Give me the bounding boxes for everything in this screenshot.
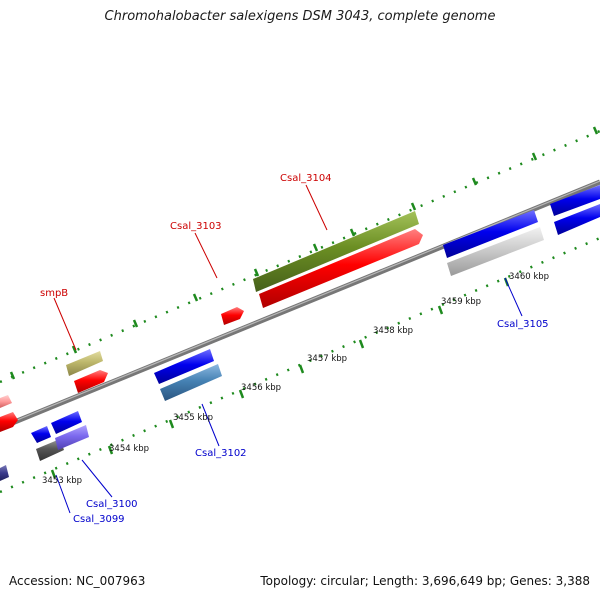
gene-forward-4[interactable] [0,412,18,432]
tick-label-3457: 3457 kbp [307,354,347,364]
gene-label-Csal_3105: Csal_3105 [497,319,549,330]
tick-label-3456: 3456 kbp [241,383,281,393]
gene-forward-2[interactable] [259,229,423,308]
leader-lines [53,184,523,514]
accession-text: Accession: NC_007963 [9,574,146,588]
gene-label-Csal_3099: Csal_3099 [73,514,125,525]
gene-reverse-4[interactable] [443,210,538,258]
map-title: Chromohalobacter salexigens DSM 3043, co… [104,9,496,24]
gene-label-smpB: smpB [40,288,68,299]
reverse-genes [0,185,600,481]
gene-Csal_3100[interactable] [31,426,51,443]
gene-smpB[interactable] [66,351,103,376]
outer-dotted-track [0,129,600,384]
genome-backbone [0,179,600,431]
gene-forward-1[interactable] [74,370,108,393]
gene-Csal_3102[interactable] [160,364,222,401]
gene-reverse-2[interactable] [55,425,89,450]
gene-reverse-6[interactable] [554,204,600,235]
gene-reverse-7[interactable] [0,465,9,481]
outer-track-ticks [9,126,599,380]
backbone-highlight [0,180,600,428]
forward-genes [0,211,423,432]
tick-label-3458: 3458 kbp [373,326,413,336]
gene-label-Csal_3102: Csal_3102 [195,448,247,459]
tick-label-3455: 3455 kbp [173,413,213,423]
gene-reverse-5[interactable] [550,185,600,216]
tick-label-3454: 3454 kbp [109,444,149,454]
gene-label-Csal_3104: Csal_3104 [280,173,332,184]
gene-label-Csal_3103: Csal_3103 [170,221,222,232]
gene-reverse-3[interactable] [154,349,214,384]
gene-reverse-1[interactable] [51,411,82,434]
gene-forward-3[interactable] [0,395,12,408]
gene-label-Csal_3100: Csal_3100 [86,499,138,510]
topology-text: Topology: circular; Length: 3,696,649 bp… [260,574,590,588]
tick-label-3460: 3460 kbp [509,272,549,282]
gene-Csal_3104[interactable] [253,211,419,292]
gene-Csal_3103[interactable] [221,307,244,325]
tick-label-3459: 3459 kbp [441,297,481,307]
tick-label-3453: 3453 kbp [42,476,82,486]
gene-Csal_3105[interactable] [447,227,544,276]
